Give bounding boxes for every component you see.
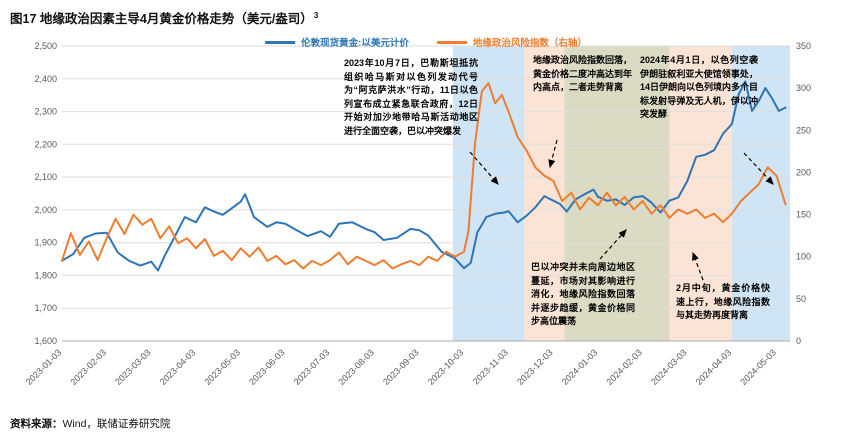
- svg-text:2,100: 2,100: [34, 172, 57, 182]
- svg-text:2023-08-03: 2023-08-03: [336, 347, 376, 387]
- legend-label-gold: 伦敦现货黄金:以美元计价: [301, 38, 409, 49]
- svg-text:2,000: 2,000: [34, 205, 57, 215]
- svg-text:1,700: 1,700: [34, 303, 57, 313]
- svg-text:2023-12-03: 2023-12-03: [515, 347, 555, 387]
- svg-text:2023-03-03: 2023-03-03: [113, 347, 153, 387]
- chart-legend: 伦敦现货黄金:以美元计价 地缘政治风险指数（右轴）: [265, 35, 587, 49]
- svg-text:2,200: 2,200: [34, 139, 57, 149]
- svg-text:2023-04-03: 2023-04-03: [158, 347, 198, 387]
- chart-title-text: 图17 地缘政治因素主导4月黄金价格走势（美元/盎司）: [10, 12, 313, 26]
- svg-text:2023-10-03: 2023-10-03: [426, 347, 466, 387]
- svg-text:2024-05-03: 2024-05-03: [738, 347, 778, 387]
- svg-text:2023-01-03: 2023-01-03: [24, 347, 64, 387]
- legend-label-gpr: 地缘政治风险指数（右轴）: [472, 38, 587, 49]
- source-text: Wind，联储证券研究院: [62, 418, 171, 430]
- legend-item-gold: 伦敦现货黄金:以美元计价: [265, 35, 409, 49]
- svg-text:300: 300: [796, 83, 811, 93]
- annotation-hamas-attack: 2023年10月7日，巴勒斯坦抵抗组织哈马斯对以色列发动代号为“阿克萨洪水”行动…: [344, 58, 478, 136]
- svg-text:2,400: 2,400: [34, 74, 57, 84]
- svg-text:1,800: 1,800: [34, 270, 57, 280]
- annotation-feb-divergence: 2月中旬，黄金价格快速上行，地缘风险指数与其走势再度背离: [676, 283, 770, 320]
- svg-text:2024-02-03: 2024-02-03: [604, 347, 644, 387]
- svg-text:1,900: 1,900: [34, 238, 57, 248]
- svg-text:2023-05-03: 2023-05-03: [202, 347, 242, 387]
- svg-text:100: 100: [796, 252, 811, 262]
- svg-text:2023-09-03: 2023-09-03: [381, 347, 421, 387]
- svg-text:150: 150: [796, 210, 811, 220]
- svg-text:2024-04-03: 2024-04-03: [694, 347, 734, 387]
- legend-item-gpr: 地缘政治风险指数（右轴）: [436, 35, 587, 49]
- chart-title: 图17 地缘政治因素主导4月黄金价格走势（美元/盎司）3: [10, 8, 318, 27]
- source-note: 资料来源：Wind，联储证券研究院: [10, 416, 170, 431]
- footnote-marker: 3: [313, 10, 319, 20]
- annotation-divergence-2023: 地缘政治风险指数回落，黄金价格二度冲高达到年内高点，二者走势背离: [533, 55, 633, 92]
- svg-text:2024-03-03: 2024-03-03: [649, 347, 689, 387]
- svg-text:350: 350: [796, 41, 811, 51]
- svg-text:2023-07-03: 2023-07-03: [292, 347, 332, 387]
- source-label: 资料来源：: [10, 418, 63, 430]
- annotation-iran-israel: 2024年4月1日，以色列空袭伊朗驻叙利亚大使馆领事处，14日伊朗向以色列境内多…: [640, 55, 759, 119]
- svg-text:2,500: 2,500: [34, 41, 57, 51]
- svg-text:200: 200: [796, 167, 811, 177]
- svg-text:2,300: 2,300: [34, 107, 57, 117]
- svg-text:1,600: 1,600: [34, 336, 57, 346]
- svg-text:2024-01-03: 2024-01-03: [560, 347, 600, 387]
- svg-text:0: 0: [796, 336, 801, 346]
- svg-text:2023-06-03: 2023-06-03: [247, 347, 287, 387]
- svg-text:50: 50: [796, 294, 806, 304]
- svg-text:250: 250: [796, 125, 811, 135]
- svg-text:2023-11-03: 2023-11-03: [471, 347, 510, 386]
- annotation-risk-digested: 巴以冲突并未向周边地区蔓延，市场对其影响进行消化，地缘风险指数回落并逐步趋缓，黄…: [531, 262, 635, 326]
- gpr-line-swatch: [436, 40, 467, 44]
- svg-text:2023-02-03: 2023-02-03: [68, 347, 108, 387]
- gold-line-swatch: [265, 40, 296, 44]
